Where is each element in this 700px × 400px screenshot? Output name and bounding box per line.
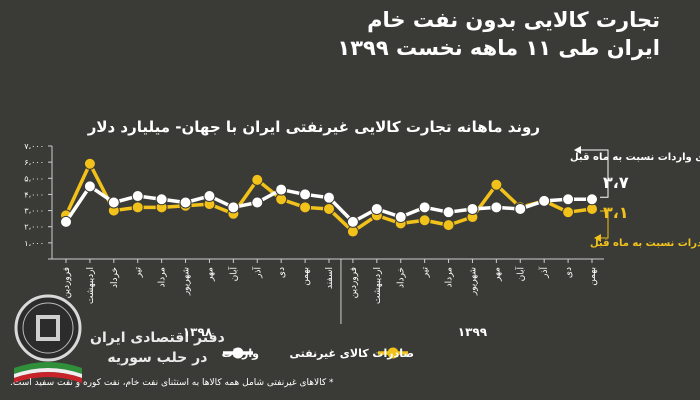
- y-tick-label: ۶،۰۰۰: [24, 158, 44, 167]
- data-point-0: [203, 190, 216, 203]
- x-tick-label: تیر: [134, 267, 144, 279]
- legend-marker-0: [232, 347, 244, 359]
- legend-marker-1: [387, 347, 399, 359]
- data-point-1: [442, 219, 455, 232]
- y-tick-label: ۴،۰۰۰: [24, 190, 44, 199]
- data-point-0: [394, 211, 407, 224]
- y-tick-label: ۱،۰۰۰: [24, 239, 44, 248]
- watermark-line1: دفتر اقتصادی ایران: [90, 330, 225, 346]
- year-label-1399: ۱۳۹۹: [458, 325, 488, 339]
- x-tick-label: بهمن: [588, 267, 598, 286]
- data-point-0: [131, 190, 144, 203]
- x-tick-label: آبان: [227, 267, 239, 282]
- data-point-0: [60, 215, 72, 228]
- x-tick-label: دی: [277, 267, 287, 278]
- data-point-1: [131, 201, 144, 214]
- x-tick-label: آذر: [251, 267, 263, 279]
- imports-arrowhead: [574, 146, 581, 154]
- chart-title-line1: تجارت کالایی بدون نفت خام: [367, 8, 660, 32]
- x-tick-label: آبان: [514, 267, 526, 282]
- data-point-1: [562, 206, 575, 219]
- data-point-1: [251, 173, 264, 186]
- chart-title-line2: ایران طی ۱۱ ماهه نخست ۱۳۹۹: [337, 36, 660, 60]
- data-point-1: [299, 201, 312, 214]
- data-point-0: [251, 196, 264, 209]
- data-point-0: [155, 193, 168, 206]
- x-tick-label: فروردین: [62, 267, 72, 298]
- x-tick-label: دی: [564, 267, 574, 278]
- x-tick-label: مهر: [492, 267, 502, 282]
- data-point-0: [107, 196, 120, 209]
- data-point-0: [299, 188, 312, 201]
- y-tick-label: ۵،۰۰۰: [24, 174, 44, 183]
- x-tick-label: مرداد: [445, 267, 455, 287]
- data-point-0: [586, 193, 598, 206]
- footnote: * کالاهای غیرنفتی شامل همه کالاها به است…: [10, 378, 334, 388]
- data-point-0: [490, 201, 503, 214]
- emblem-logo: [8, 290, 88, 389]
- data-point-0: [275, 183, 288, 196]
- x-tick-label: مرداد: [158, 267, 168, 287]
- data-point-0: [538, 194, 551, 207]
- legend-label-1: صادرات کالای غیرنفتی: [289, 347, 414, 360]
- watermark-text: دفتر اقتصادی ایران در حلب سوریه: [90, 328, 225, 368]
- x-tick-label: شهریور: [468, 267, 478, 296]
- exports-last-value: ۳،۱: [603, 203, 629, 222]
- data-point-1: [323, 202, 335, 215]
- data-point-0: [466, 202, 479, 215]
- y-tick-label: ۷،۰۰۰: [24, 142, 44, 151]
- x-tick-label: اردیبهشت: [373, 267, 383, 304]
- exports-annotation: افزایش ٦ درصدی صادرات نسبت به ماه قبل: [590, 238, 700, 249]
- x-tick-label: تیر: [421, 267, 431, 279]
- year-label-1398: ۱۳۹۸: [183, 325, 213, 339]
- imports-last-value: ۳،۷: [603, 173, 629, 192]
- x-tick-label: آذر: [538, 267, 550, 279]
- watermark-line2: در حلب سوریه: [107, 350, 208, 366]
- imports-annotation-arrow: [580, 149, 609, 198]
- imports-annotation: کاهش ٤ درصدی واردات نسبت به ماه قبل: [570, 152, 700, 163]
- data-point-1: [83, 157, 96, 170]
- legend-label-0: واردات: [222, 347, 260, 360]
- data-point-0: [227, 201, 240, 214]
- data-point-0: [346, 215, 359, 228]
- x-tick-label: خرداد: [110, 267, 120, 288]
- data-point-0: [562, 193, 575, 206]
- y-tick-label: ۲،۰۰۰: [24, 223, 44, 232]
- exports-annotation-arrow: [600, 210, 609, 239]
- chart-subtitle: روند ماهانه تجارت کالایی غیرنفتی ایران ب…: [87, 118, 540, 136]
- data-point-1: [418, 214, 431, 227]
- data-point-0: [514, 202, 527, 215]
- data-point-0: [418, 201, 431, 214]
- x-tick-label: شهریور: [182, 267, 192, 296]
- x-tick-label: اسفند: [325, 267, 335, 289]
- exports-arrowhead: [594, 234, 601, 242]
- data-point-0: [370, 202, 383, 215]
- data-point-1: [490, 178, 503, 191]
- data-point-0: [83, 180, 96, 193]
- data-point-0: [323, 191, 335, 204]
- data-point-0: [442, 206, 455, 219]
- x-tick-label: مهر: [205, 267, 215, 282]
- x-tick-label: فروردین: [349, 267, 359, 298]
- x-tick-label: اردیبهشت: [86, 267, 96, 304]
- y-tick-label: ۳،۰۰۰: [24, 207, 44, 216]
- data-point-0: [179, 196, 192, 209]
- x-tick-label: بهمن: [301, 267, 311, 286]
- x-tick-label: خرداد: [397, 267, 407, 288]
